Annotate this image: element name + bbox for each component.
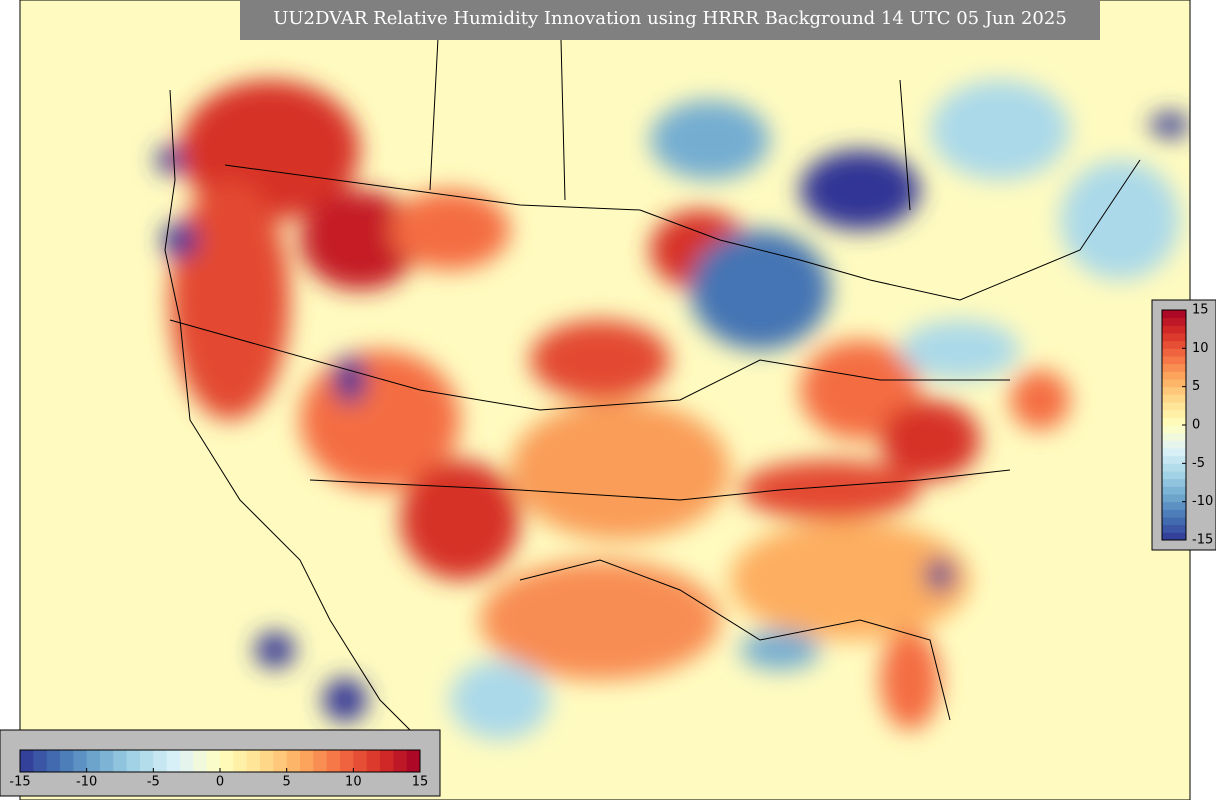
horizontal-colorbar: -15 -10 -5 0 5 10 15: [9, 749, 429, 790]
tick-label: 10: [1192, 341, 1209, 356]
tick-label: -10: [76, 775, 97, 790]
tick-label: 0: [1192, 418, 1200, 433]
colorbar-swatch: [1162, 402, 1186, 411]
tick-label: 5: [283, 775, 291, 790]
tick-label: 15: [1192, 303, 1209, 318]
colorbar-swatch: [286, 750, 301, 772]
colorbar-swatch: [20, 750, 34, 772]
map-title: UU2DVAR Relative Humidity Innovation usi…: [273, 8, 1067, 29]
colorbar-swatch: [1162, 325, 1186, 334]
colorbar-swatch: [233, 750, 248, 772]
colorbar-swatch: [1162, 494, 1186, 503]
colorbar-swatch: [1162, 417, 1186, 426]
colorbar-swatch: [1162, 386, 1186, 395]
colorbar-swatch: [1162, 409, 1186, 418]
colorbar-swatch: [1162, 363, 1186, 372]
colorbar-swatch: [1162, 340, 1186, 349]
colorbar-swatch: [353, 750, 368, 772]
colorbar-swatch: [393, 750, 408, 772]
colorbar-swatch: [1162, 517, 1186, 526]
colorbar-swatch: [1162, 440, 1186, 449]
tick-label: 5: [1192, 379, 1200, 394]
colorbar-swatch: [33, 750, 48, 772]
colorbar-swatch: [1162, 448, 1186, 457]
colorbar-swatch: [313, 750, 328, 772]
map-field: [20, 0, 1190, 800]
colorbar-swatch: [1162, 317, 1186, 326]
colorbar-swatch: [406, 750, 421, 772]
colorbar-swatch: [46, 750, 61, 772]
colorbar-swatch: [86, 750, 101, 772]
colorbar-swatch: [153, 750, 168, 772]
colorbar-swatch: [300, 750, 314, 772]
colorbar-swatch: [206, 750, 221, 772]
colorbar-swatch: [1162, 509, 1186, 518]
colorbar-swatch: [366, 750, 381, 772]
colorbar-swatch: [1162, 425, 1186, 434]
colorbar-swatch: [380, 750, 394, 772]
colorbar-swatch: [1162, 310, 1186, 319]
colorbar-swatch: [326, 750, 341, 772]
colorbar-swatch: [1162, 471, 1186, 480]
colorbar-swatch: [260, 750, 274, 772]
colorbar-swatch: [1162, 486, 1186, 495]
colorbar-swatch: [1162, 356, 1186, 365]
colorbar-swatch: [1162, 348, 1186, 357]
colorbar-swatch: [340, 750, 354, 772]
colorbar-swatch: [1162, 394, 1186, 403]
tick-label: -15: [9, 775, 30, 790]
colorbar-swatch: [193, 750, 208, 772]
tick-label: -5: [147, 775, 160, 790]
colorbar-swatch: [100, 750, 114, 772]
colorbar-swatch: [1162, 455, 1186, 464]
colorbar-swatch: [1162, 371, 1186, 380]
colorbar-swatch: [140, 750, 154, 772]
colorbar-swatch: [180, 750, 194, 772]
colorbar-swatch: [73, 750, 88, 772]
colorbar-swatch: [1162, 463, 1186, 472]
colorbar-swatch: [1162, 501, 1186, 510]
colorbar-swatch: [1162, 432, 1186, 441]
colorbar-swatch: [126, 750, 141, 772]
colorbar-swatch: [113, 750, 128, 772]
tick-label: 0: [216, 775, 224, 790]
colorbar-swatch: [1162, 333, 1186, 342]
tick-label: 15: [412, 775, 429, 790]
boundary-lines: [164, 0, 1141, 731]
colorbar-swatch: [1162, 379, 1186, 388]
vertical-colorbar: 15 10 5 0 -5 -10 -15: [1161, 303, 1213, 548]
colorbar-swatch: [246, 750, 261, 772]
tick-label: -10: [1192, 494, 1213, 509]
colorbar-swatch: [273, 750, 288, 772]
colorbar-swatch: [1162, 532, 1186, 541]
colorbar-swatch: [166, 750, 181, 772]
tick-label: -15: [1192, 533, 1213, 548]
title-box: [240, 0, 1100, 40]
colorbar-swatch: [60, 750, 74, 772]
innovation-blobs: [156, 80, 1190, 740]
tick-label: -5: [1192, 456, 1205, 471]
tick-label: 10: [345, 775, 362, 790]
colorbar-swatch: [1162, 478, 1186, 487]
colorbar-swatch: [220, 750, 234, 772]
colorbar-swatch: [1162, 524, 1186, 533]
